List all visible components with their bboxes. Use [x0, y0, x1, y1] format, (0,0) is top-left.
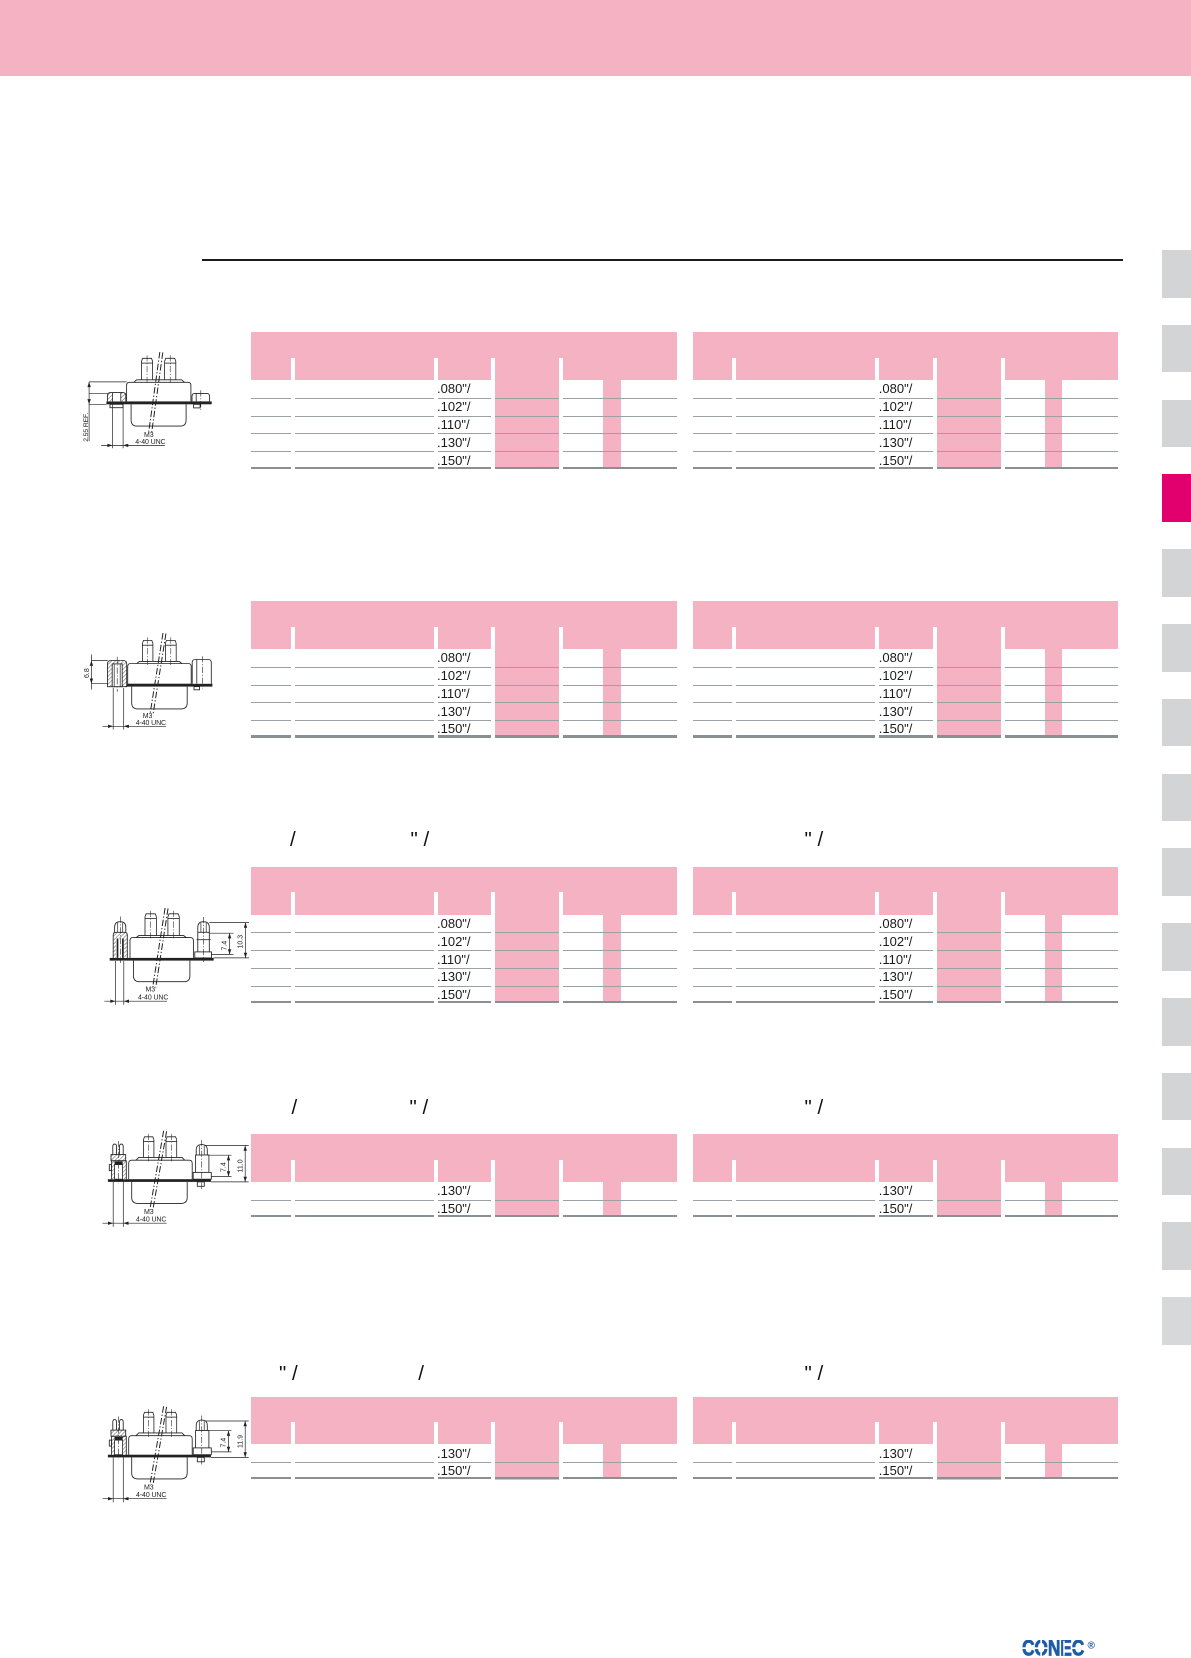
svg-text:4-40 UNC: 4-40 UNC: [136, 1217, 166, 1224]
svg-text:M3: M3: [143, 713, 153, 720]
svg-text:10.3: 10.3: [238, 935, 245, 949]
svg-text:2.55 REF.: 2.55 REF.: [83, 413, 90, 442]
svg-text:4-40 UNC: 4-40 UNC: [136, 1492, 166, 1499]
svg-text:7.4: 7.4: [221, 1438, 228, 1448]
svg-text:M3: M3: [144, 432, 154, 439]
svg-text:®: ®: [1088, 1641, 1096, 1652]
svg-text:11.0: 11.0: [237, 1159, 244, 1172]
svg-text:6.8: 6.8: [84, 668, 91, 678]
svg-text:7.4: 7.4: [221, 941, 228, 951]
svg-text:4-40 UNC: 4-40 UNC: [136, 720, 166, 727]
svg-text:4-40 UNC: 4-40 UNC: [138, 995, 168, 1002]
svg-text:CONEC: CONEC: [1022, 1640, 1084, 1658]
svg-text:M3: M3: [144, 1209, 154, 1216]
svg-text:4-40 UNC: 4-40 UNC: [135, 439, 165, 446]
svg-text:M3: M3: [146, 987, 156, 994]
svg-text:11.9: 11.9: [237, 1435, 244, 1448]
svg-text:M3: M3: [144, 1484, 154, 1491]
svg-text:7.4: 7.4: [221, 1162, 228, 1172]
